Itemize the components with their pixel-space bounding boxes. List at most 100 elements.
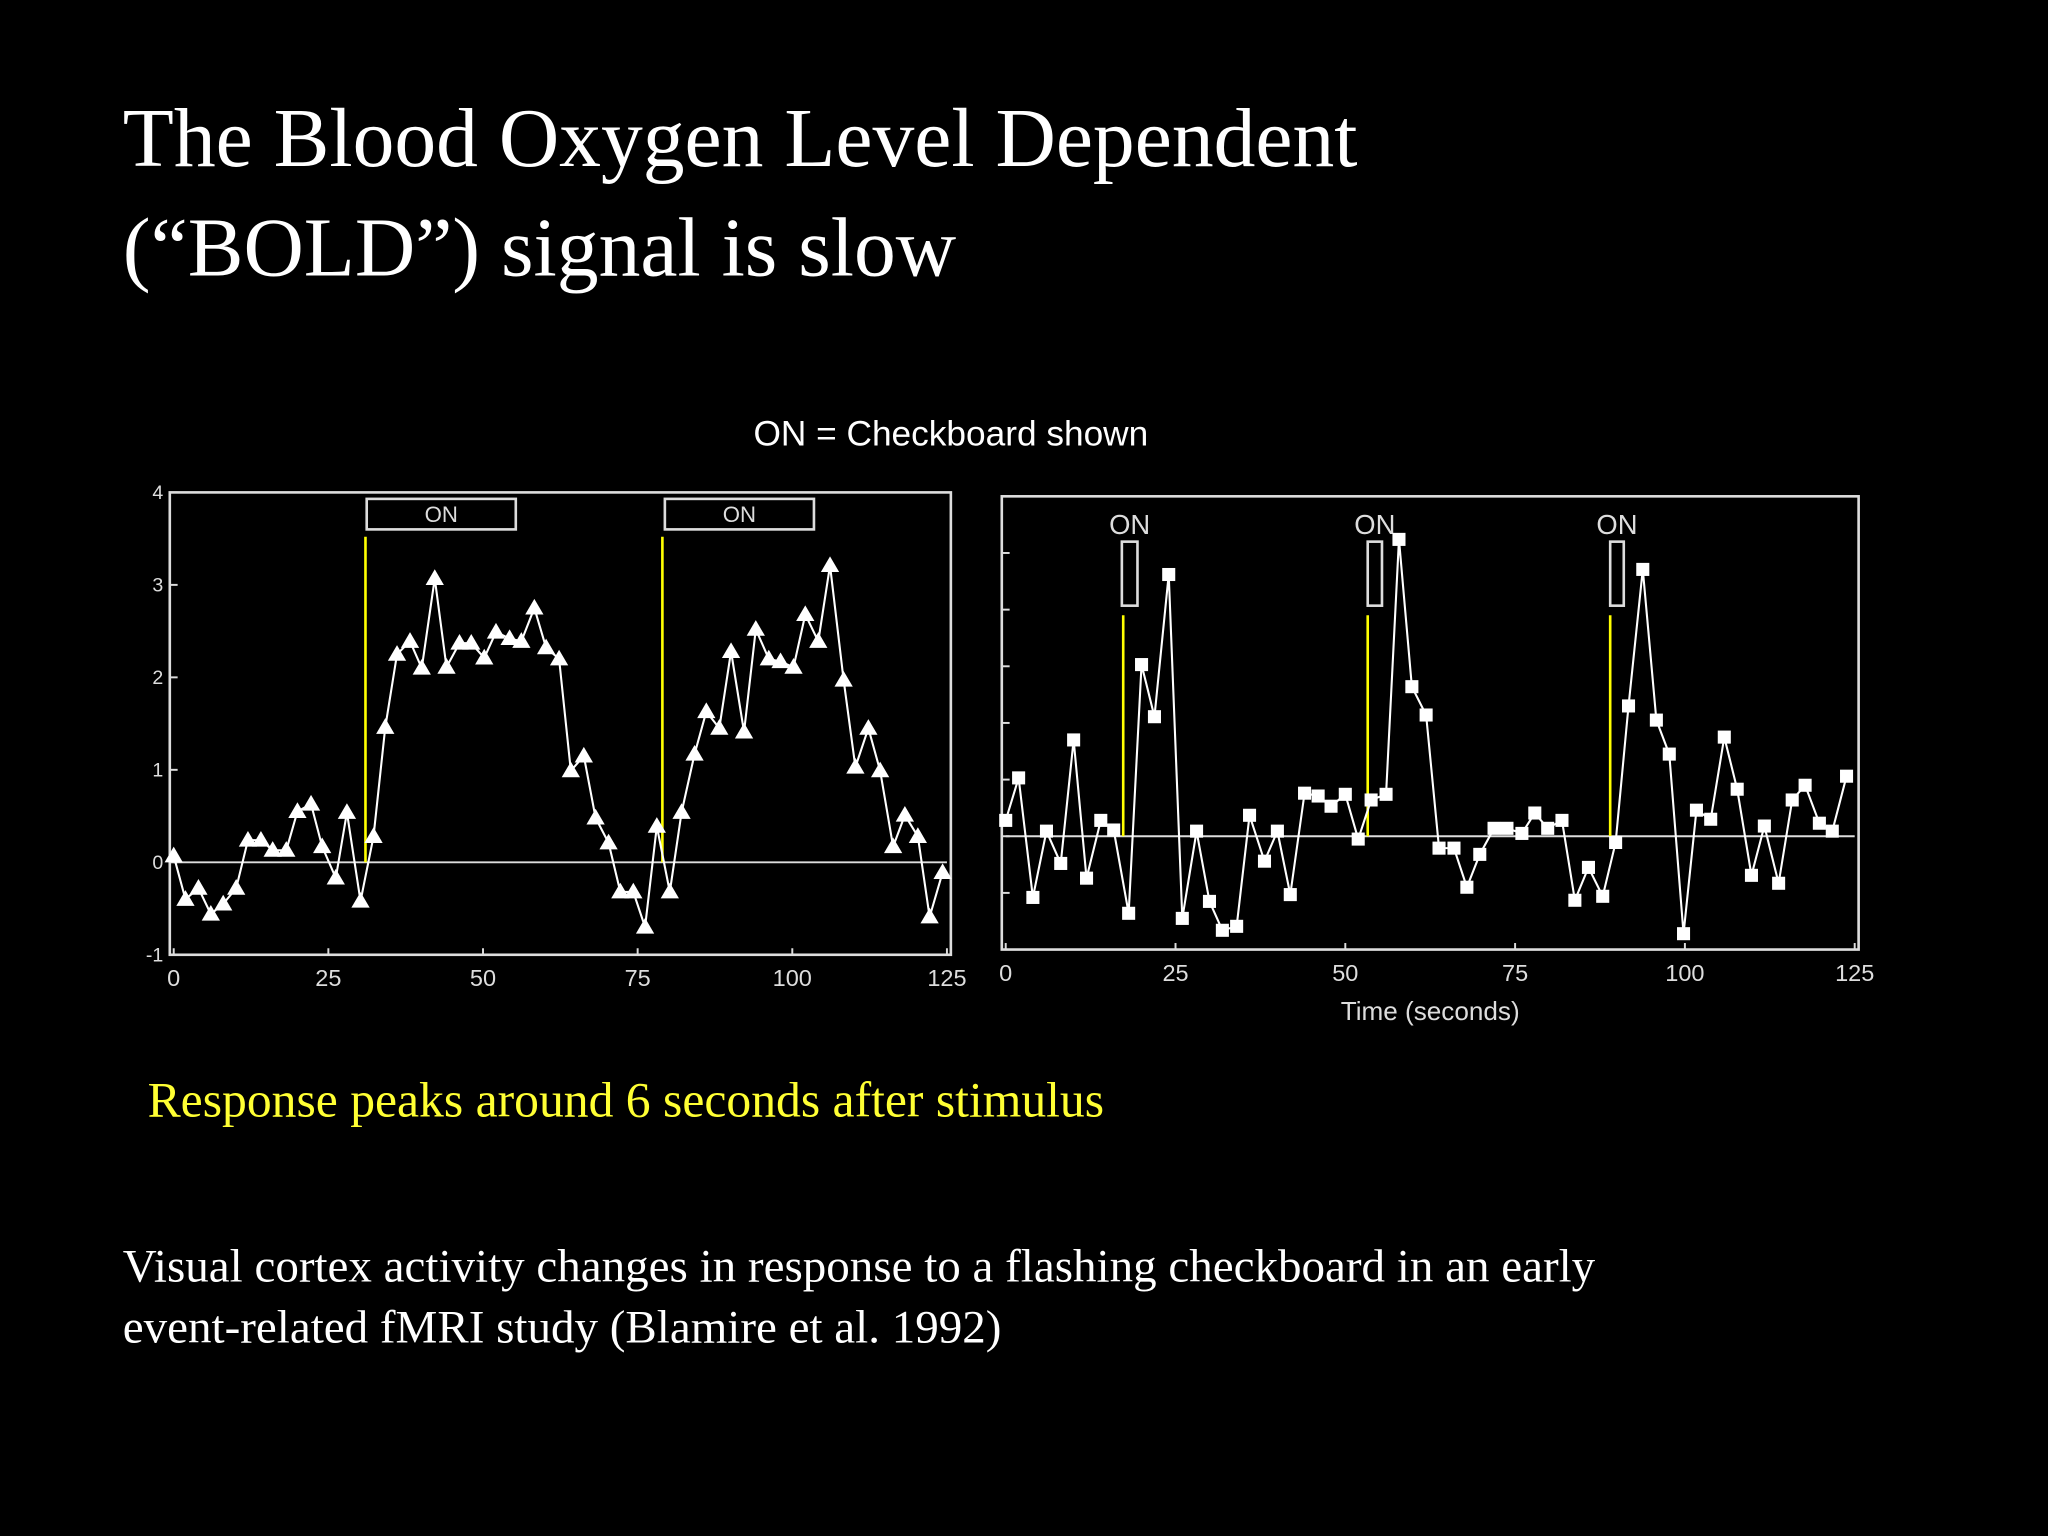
marker <box>1473 847 1487 861</box>
marker <box>536 638 556 655</box>
marker <box>1717 730 1731 744</box>
marker <box>400 632 420 648</box>
marker <box>933 863 952 880</box>
marker <box>1257 854 1272 868</box>
marker <box>364 827 383 843</box>
marker <box>721 642 741 658</box>
marker <box>1662 747 1676 761</box>
marker <box>635 917 655 934</box>
marker <box>425 569 444 585</box>
marker <box>1298 786 1312 800</box>
x-tick-label: 75 <box>625 965 651 991</box>
marker <box>1649 713 1663 727</box>
marker <box>1243 808 1257 822</box>
marker <box>574 746 593 763</box>
marker <box>1515 826 1529 840</box>
marker <box>561 761 580 778</box>
marker <box>1351 832 1365 846</box>
marker <box>1596 889 1610 903</box>
marker <box>1487 821 1501 835</box>
caption: Response peaks around 6 seconds after st… <box>148 1073 1104 1128</box>
marker <box>376 718 395 734</box>
marker <box>1621 699 1636 713</box>
on-label: ON <box>723 502 756 527</box>
x-tick-label: 50 <box>1332 960 1358 986</box>
marker <box>238 830 258 847</box>
marker <box>1080 871 1094 885</box>
x-tick-label: 25 <box>1162 960 1188 986</box>
marker <box>685 744 704 761</box>
marker <box>809 632 828 648</box>
x-tick-label: 0 <box>167 965 180 991</box>
marker <box>500 629 519 646</box>
on-box <box>1120 540 1139 607</box>
on-label: ON <box>1109 509 1150 540</box>
marker <box>1730 782 1744 796</box>
marker <box>277 841 296 857</box>
marker <box>1026 890 1040 904</box>
marker <box>313 837 332 854</box>
marker <box>1689 803 1703 817</box>
plot-frame <box>168 491 953 957</box>
marker <box>176 890 195 906</box>
x-tick-label: 50 <box>470 965 496 991</box>
x-axis-label: Time (seconds) <box>1341 996 1520 1026</box>
marker <box>746 620 765 636</box>
marker <box>895 805 915 822</box>
marker <box>599 833 618 850</box>
marker <box>1785 793 1799 807</box>
x-tick-label: 100 <box>773 965 812 991</box>
marker <box>611 882 630 899</box>
marker <box>201 904 220 921</box>
marker <box>1054 856 1068 870</box>
marker <box>1500 821 1514 835</box>
marker <box>672 803 691 819</box>
marker <box>1190 824 1204 838</box>
marker <box>164 846 183 863</box>
marker <box>796 605 815 622</box>
x-tick-label: 100 <box>1665 960 1704 986</box>
x-tick-label: 75 <box>1502 960 1528 986</box>
marker <box>263 841 282 857</box>
marker <box>1541 821 1555 835</box>
marker <box>1460 880 1474 894</box>
marker <box>351 891 370 908</box>
marker <box>1202 894 1216 908</box>
marker <box>1581 860 1595 874</box>
marker <box>1825 824 1839 838</box>
marker <box>697 702 716 719</box>
marker <box>227 879 246 895</box>
marker <box>1677 927 1691 941</box>
marker <box>759 649 778 666</box>
marker <box>1609 835 1623 850</box>
marker <box>214 894 233 911</box>
on-box <box>663 497 816 531</box>
marker <box>1840 769 1854 783</box>
marker <box>1757 819 1771 833</box>
y-tick-label: 3 <box>152 574 163 596</box>
marker <box>1175 911 1189 925</box>
marker <box>387 645 407 661</box>
marker <box>1772 876 1786 890</box>
marker <box>870 761 890 778</box>
marker <box>1405 680 1419 694</box>
marker <box>1744 868 1758 882</box>
marker <box>1012 771 1026 785</box>
marker <box>1636 562 1650 576</box>
marker <box>1432 841 1446 855</box>
footnote: event-related fMRI study (Blamire et al.… <box>123 1302 1002 1354</box>
on-box <box>1366 540 1384 607</box>
marker <box>288 802 307 818</box>
marker <box>647 817 666 833</box>
y-tick-label: -1 <box>146 944 163 966</box>
marker <box>624 882 643 899</box>
marker <box>734 722 754 739</box>
marker <box>189 879 208 895</box>
slide-title: (“BOLD”) signal is slow <box>123 203 956 295</box>
marker <box>999 813 1013 827</box>
marker <box>412 658 431 675</box>
marker <box>1704 812 1718 826</box>
marker <box>920 907 939 924</box>
